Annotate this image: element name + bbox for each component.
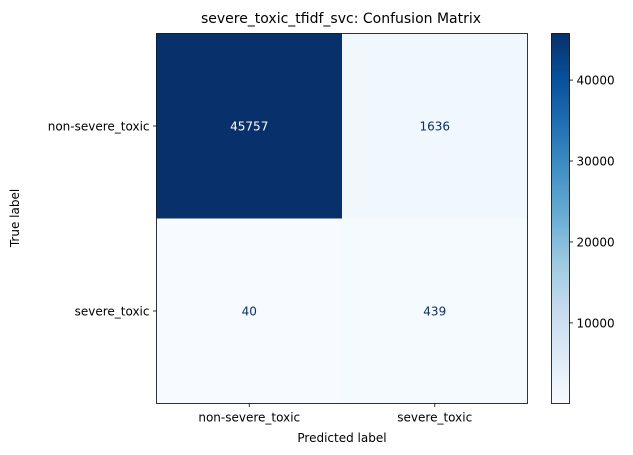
- heatmap-cell: [342, 218, 528, 404]
- colorbar-tick-label: 20000: [577, 235, 615, 249]
- cell-value-label: 40: [242, 305, 257, 319]
- heatmap-cell: [342, 33, 528, 219]
- plot-frame: [156, 33, 528, 404]
- y-tick-label: severe_toxic: [75, 305, 150, 319]
- heatmap-cells: [156, 33, 528, 404]
- heatmap-cell: [156, 33, 343, 219]
- x-axis-label: Predicted label: [297, 431, 386, 445]
- colorbar: [551, 33, 570, 404]
- colorbar-tick-label: 40000: [577, 74, 615, 88]
- colorbar-ticks: 10000 20000 30000 40000: [569, 74, 615, 330]
- y-tick-label: non-severe_toxic: [48, 120, 150, 134]
- chart-title: severe_toxic_tfidf_svc: Confusion Matrix: [201, 11, 481, 27]
- colorbar-tick-label: 30000: [577, 155, 615, 169]
- cell-values: 45757 1636 40 439: [230, 120, 450, 319]
- cell-value-label: 439: [423, 305, 446, 319]
- cell-value-label: 45757: [230, 120, 268, 134]
- heatmap-cell: [156, 218, 343, 404]
- x-axis-ticks: non-severe_toxic severe_toxic: [198, 403, 472, 425]
- y-axis-label: True label: [8, 189, 22, 248]
- colorbar-tick-label: 10000: [577, 316, 615, 330]
- x-tick-label: non-severe_toxic: [198, 411, 300, 425]
- cell-value-label: 1636: [419, 120, 450, 134]
- x-tick-label: severe_toxic: [397, 411, 472, 425]
- y-axis-ticks: non-severe_toxic severe_toxic: [48, 120, 157, 319]
